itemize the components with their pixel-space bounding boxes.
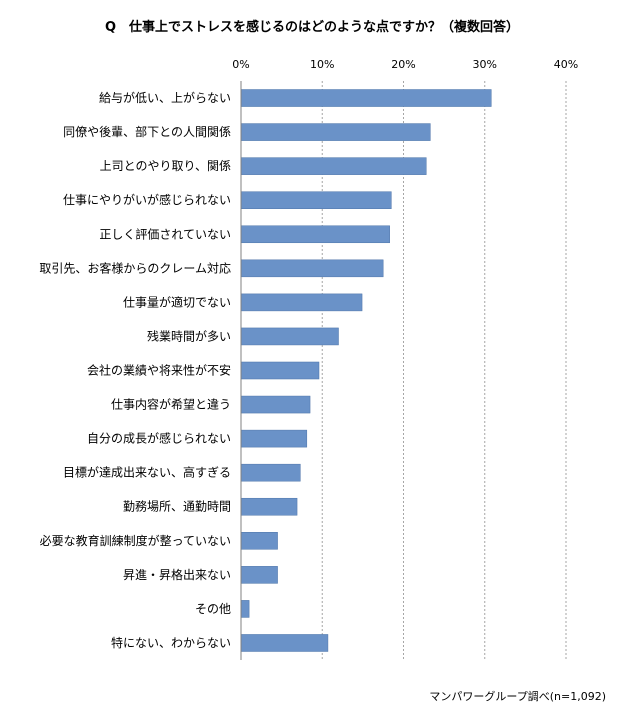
bar (240, 361, 320, 380)
bar (240, 634, 329, 652)
category-label: 仕事にやりがいが感じられない (63, 192, 231, 207)
category-label: 仕事内容が希望と違う (111, 397, 231, 412)
category-label: 勤務場所、通勤時間 (123, 500, 231, 514)
x-tick-label: 10% (310, 58, 334, 71)
category-label: 仕事量が適切でない (123, 294, 231, 309)
x-tick-label: 40% (554, 58, 578, 71)
category-labels: 給与が低い、上がらない同僚や後輩、部下との人間関係上司とのやり取り、関係仕事にや… (39, 90, 231, 650)
bar (240, 429, 308, 448)
bar (240, 259, 384, 278)
bar (240, 327, 339, 346)
chart-title: Q 仕事上でストレスを感じるのはどのような点ですか？（複数回答） (105, 19, 519, 35)
bar (240, 497, 298, 516)
category-label: 目標が達成出来ない、高すぎる (63, 465, 231, 480)
category-label: 上司とのやり取り、関係 (100, 159, 231, 173)
source-note: マンパワーグループ調べ(n=1,092) (429, 689, 606, 703)
gridlines (321, 81, 567, 660)
bar (240, 293, 363, 312)
bar (240, 123, 431, 141)
category-label: 昇進・昇格出来ない (123, 567, 231, 582)
category-label: 給与が低い、上がらない (99, 90, 231, 105)
category-label: 自分の成長が感じられない (87, 431, 231, 446)
bar (240, 600, 250, 618)
category-label: 必要な教育訓練制度が整っていない (40, 533, 231, 548)
bar (240, 191, 392, 209)
bar (240, 566, 278, 584)
category-label: 特にない、わからない (111, 635, 231, 650)
bar (240, 395, 311, 414)
category-label: その他 (195, 602, 231, 616)
bar (240, 463, 301, 482)
bar (240, 157, 427, 175)
x-tick-label: 20% (391, 58, 415, 71)
bars (240, 89, 492, 652)
bar (240, 532, 278, 550)
bar (240, 225, 390, 244)
category-label: 会社の業績や将来性が不安 (87, 363, 231, 378)
category-label: 正しく評価されていない (99, 226, 231, 241)
category-label: 取引先、お客様からのクレーム対応 (39, 260, 231, 275)
x-axis-ticks: 0% 10% 20% 30% 40% (232, 58, 578, 71)
x-tick-label: 30% (473, 58, 497, 71)
x-tick-label: 0% (232, 58, 249, 71)
category-label: 残業時間が多い (147, 328, 231, 343)
bar (240, 89, 492, 107)
category-label: 同僚や後輩、部下との人間関係 (63, 124, 231, 139)
